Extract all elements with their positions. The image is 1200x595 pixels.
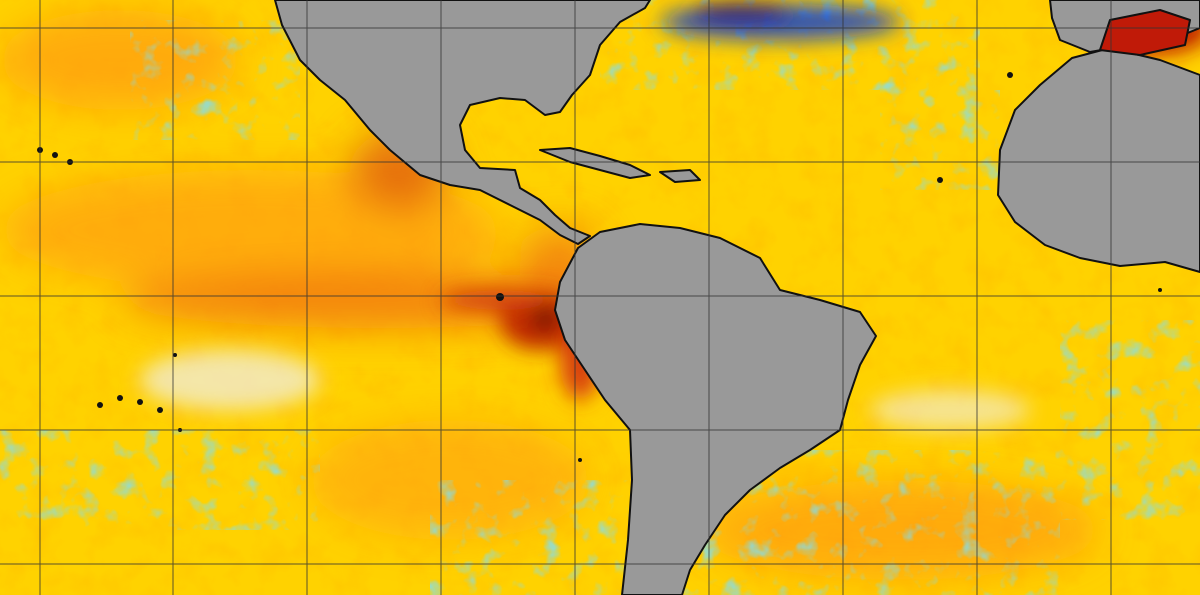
north-america	[274, 0, 651, 245]
cold-north-atlantic	[140, 2, 1030, 430]
hispaniola	[659, 169, 701, 183]
cuba	[539, 147, 651, 179]
islands	[37, 72, 1162, 462]
south-america	[554, 223, 877, 595]
warm-sea	[1099, 9, 1191, 56]
africa	[997, 47, 1200, 273]
land	[274, 0, 1200, 595]
